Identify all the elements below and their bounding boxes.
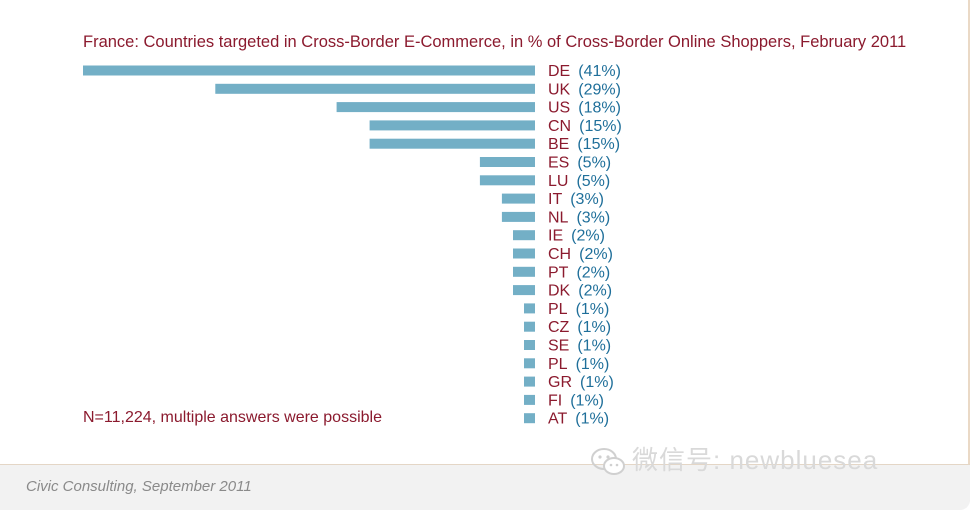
bar-label: IE (2%)	[548, 228, 605, 245]
bar-lu-6	[479, 175, 535, 186]
country-code: CN	[548, 118, 571, 135]
percent-label: (2%)	[579, 246, 613, 263]
percent-label: (5%)	[576, 173, 610, 190]
sample-note: N=11,224, multiple answers were possible	[83, 409, 382, 426]
country-code: CH	[548, 246, 571, 263]
percent-label: (1%)	[576, 301, 610, 318]
bar-us-2	[336, 102, 535, 113]
bar-it-7	[501, 193, 535, 204]
bar-label: CZ (1%)	[548, 319, 611, 336]
bar-at-19	[524, 413, 535, 424]
country-code: CZ	[548, 319, 570, 336]
bar-label: SE (1%)	[548, 338, 611, 355]
watermark: 微信号: newbluesea	[590, 440, 878, 477]
bar-fi-18	[524, 394, 535, 405]
bar-cz-14	[524, 321, 535, 332]
wechat-icon	[591, 448, 625, 476]
bar-label: LU (5%)	[548, 173, 610, 190]
country-code: SE	[548, 338, 569, 355]
bar-label: IT (3%)	[548, 191, 604, 208]
percent-label: (1%)	[576, 356, 610, 373]
bar-label: PL (1%)	[548, 301, 609, 318]
percent-label: (41%)	[578, 63, 621, 80]
bar-label: ES (5%)	[548, 155, 611, 172]
country-code: GR	[548, 374, 572, 391]
percent-label: (1%)	[570, 392, 604, 409]
bar-uk-1	[215, 83, 536, 94]
country-code: PL	[548, 356, 568, 373]
bar-cn-3	[369, 120, 535, 131]
percent-label: (2%)	[571, 228, 605, 245]
bar-label: PL (1%)	[548, 356, 609, 373]
country-code: FI	[548, 392, 562, 409]
country-code: IE	[548, 228, 563, 245]
percent-label: (1%)	[575, 411, 609, 428]
bar-se-15	[524, 340, 535, 350]
country-code: BE	[548, 136, 569, 153]
bar-label: GR (1%)	[548, 374, 614, 391]
bar-pl-16	[524, 358, 535, 369]
watermark-text: 微信号: newbluesea	[632, 445, 879, 475]
bar-label: UK (29%)	[548, 81, 621, 98]
bar-label: CN (15%)	[548, 118, 622, 135]
country-code: PT	[548, 264, 569, 281]
percent-label: (18%)	[578, 100, 621, 117]
country-code: IT	[548, 191, 562, 208]
bar-label: AT (1%)	[548, 411, 609, 428]
country-code: AT	[548, 411, 567, 428]
bar-label: NL (3%)	[548, 209, 610, 226]
country-code: PL	[548, 301, 568, 318]
country-code: LU	[548, 173, 568, 190]
bar-label: DK (2%)	[548, 283, 612, 300]
chart-title: France: Countries targeted in Cross-Bord…	[83, 33, 907, 51]
percent-label: (2%)	[578, 283, 612, 300]
percent-label: (3%)	[570, 191, 604, 208]
country-code: ES	[548, 155, 569, 172]
percent-label: (2%)	[576, 264, 610, 281]
percent-label: (1%)	[577, 338, 611, 355]
bar-gr-17	[524, 376, 535, 387]
percent-label: (15%)	[577, 136, 620, 153]
bar-label: FI (1%)	[548, 392, 604, 409]
country-code: NL	[548, 209, 569, 226]
country-code: DK	[548, 283, 571, 300]
footer-bar	[0, 464, 970, 510]
bar-pt-11	[513, 266, 535, 277]
source-credit: Civic Consulting, September 2011	[26, 478, 252, 495]
bar-label: CH (2%)	[548, 246, 613, 263]
bar-label: DE (41%)	[548, 63, 621, 80]
percent-label: (29%)	[578, 81, 621, 98]
percent-label: (15%)	[579, 118, 622, 135]
country-code: US	[548, 100, 570, 117]
bar-pl-13	[524, 303, 535, 314]
bar-ch-10	[513, 248, 535, 259]
bar-ie-9	[513, 230, 535, 241]
bar-nl-8	[501, 211, 535, 222]
bar-es-5	[479, 157, 535, 167]
bar-be-4	[369, 138, 535, 149]
percent-label: (1%)	[580, 374, 614, 391]
bar-label: BE (15%)	[548, 136, 620, 153]
country-code: DE	[548, 63, 570, 80]
bar-dk-12	[513, 285, 535, 296]
percent-label: (5%)	[577, 155, 611, 172]
percent-label: (1%)	[577, 319, 611, 336]
bar-label: US (18%)	[548, 100, 621, 117]
bar-label: PT (2%)	[548, 264, 610, 281]
country-code: UK	[548, 81, 571, 98]
percent-label: (3%)	[576, 209, 610, 226]
bar-de-0	[83, 65, 535, 76]
